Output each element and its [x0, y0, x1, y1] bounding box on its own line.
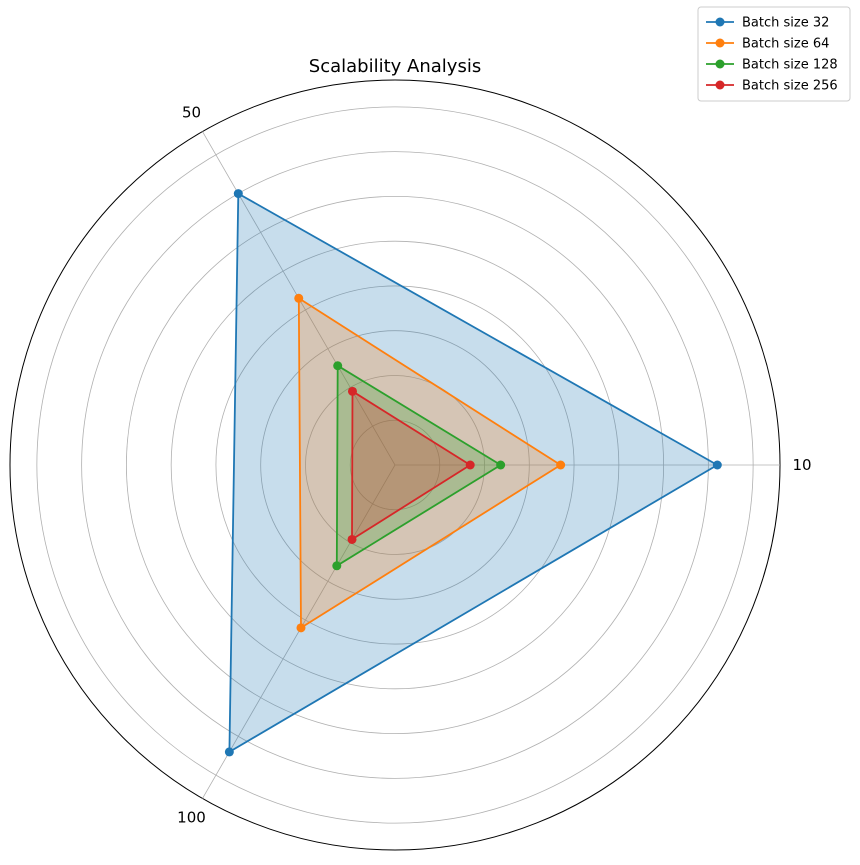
data-point	[556, 460, 566, 470]
legend-marker	[715, 38, 725, 48]
data-point	[233, 189, 243, 199]
series-area	[352, 391, 471, 540]
data-point	[224, 747, 234, 757]
legend-label: Batch size 128	[742, 58, 838, 73]
legend-frame	[697, 6, 851, 102]
data-point	[347, 386, 357, 396]
chart-title: Scalability Analysis	[309, 56, 481, 77]
series-area	[298, 298, 561, 628]
category-label: 50	[182, 104, 201, 122]
data-point	[465, 460, 475, 470]
legend-label: Batch size 64	[742, 37, 829, 52]
series-area	[336, 365, 501, 566]
series-line	[228, 192, 719, 753]
legend-label: Batch size 256	[742, 79, 838, 94]
data-point	[332, 561, 342, 571]
data-point	[347, 534, 357, 544]
category-label: 10	[792, 456, 811, 474]
series-line	[335, 364, 502, 567]
axis-label-layer: 10 50 100	[177, 104, 811, 827]
data-point	[296, 623, 306, 633]
series-line	[297, 297, 562, 629]
series-line	[351, 390, 472, 541]
series-line-layer	[224, 189, 722, 757]
series-fill-layer	[229, 193, 718, 752]
legend-marker	[715, 17, 725, 27]
data-point	[294, 293, 304, 303]
legend-label: Batch size 32	[742, 16, 829, 31]
legend-marker	[715, 59, 725, 69]
data-point	[712, 460, 722, 470]
category-label: 100	[177, 808, 206, 826]
series-area	[229, 193, 718, 752]
data-point	[333, 361, 343, 371]
legend-marker	[715, 80, 725, 90]
legend: Batch size 32 Batch size 64 Batch size 128…	[697, 6, 851, 102]
data-point	[496, 460, 506, 470]
